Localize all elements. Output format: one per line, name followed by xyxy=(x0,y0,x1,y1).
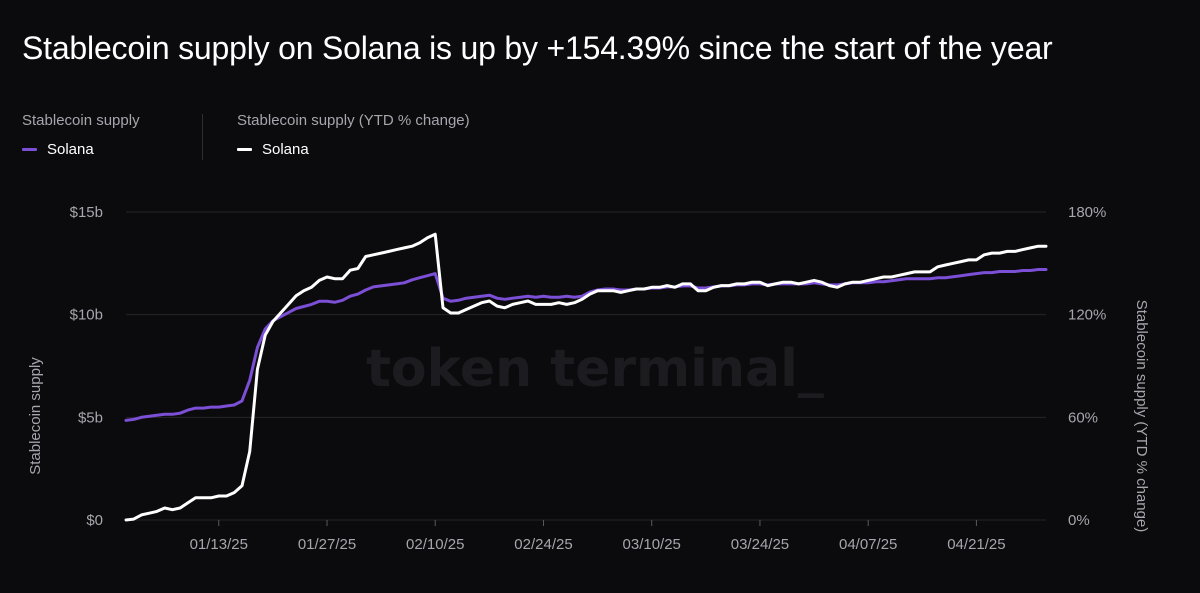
y-axis-right: 0% 60% 120% 180% xyxy=(1068,204,1106,529)
y-tick-label-right: 180% xyxy=(1068,204,1106,221)
x-tick-label: 01/13/25 xyxy=(190,536,248,553)
legend-swatch xyxy=(237,148,252,151)
watermark-text: token terminal_ xyxy=(366,339,824,399)
legend-group-ytd: Stablecoin supply (YTD % change) Solana xyxy=(237,112,470,158)
x-axis: 01/13/25 01/27/25 02/10/25 02/24/25 03/10/25… xyxy=(190,520,1006,553)
series-line-solana-supply[interactable] xyxy=(124,268,1048,422)
y-axis-title-right: Stablecoin supply (YTD % change) xyxy=(1133,300,1150,533)
legend-heading: Stablecoin supply (YTD % change) xyxy=(237,112,470,129)
y-tick-label-left: $5b xyxy=(78,409,103,426)
chart-title: Stablecoin supply on Solana is up by +15… xyxy=(22,30,1053,66)
y-tick-label-left: $10b xyxy=(70,307,103,324)
series-lines xyxy=(124,232,1048,522)
legend-item-label: Solana xyxy=(262,141,309,158)
y-axis-left: $0 $5b $10b $15b xyxy=(70,204,103,529)
y-tick-label-right: 0% xyxy=(1068,512,1090,529)
series-line-solana-ytd[interactable] xyxy=(124,232,1048,522)
x-tick-label: 02/10/25 xyxy=(406,536,464,553)
y-tick-label-left: $15b xyxy=(70,204,103,221)
legend-item-solana-ytd[interactable]: Solana xyxy=(237,141,470,158)
legend-item-label: Solana xyxy=(47,141,94,158)
legend-swatch xyxy=(22,148,37,151)
x-tick-label: 04/07/25 xyxy=(839,536,897,553)
legend-heading: Stablecoin supply xyxy=(22,112,140,129)
x-tick-label: 01/27/25 xyxy=(298,536,356,553)
y-tick-label-right: 120% xyxy=(1068,307,1106,324)
y-tick-label-left: $0 xyxy=(86,512,103,529)
y-axis-title-left: Stablecoin supply xyxy=(27,357,44,475)
legend-divider xyxy=(202,114,203,160)
x-tick-label: 03/10/25 xyxy=(623,536,681,553)
y-tick-label-right: 60% xyxy=(1068,409,1098,426)
x-tick-label: 04/21/25 xyxy=(947,536,1005,553)
legend-item-solana-supply[interactable]: Solana xyxy=(22,141,140,158)
legend-group-supply: Stablecoin supply Solana xyxy=(22,112,140,158)
x-tick-label: 02/24/25 xyxy=(514,536,572,553)
x-tick-label: 03/24/25 xyxy=(731,536,789,553)
